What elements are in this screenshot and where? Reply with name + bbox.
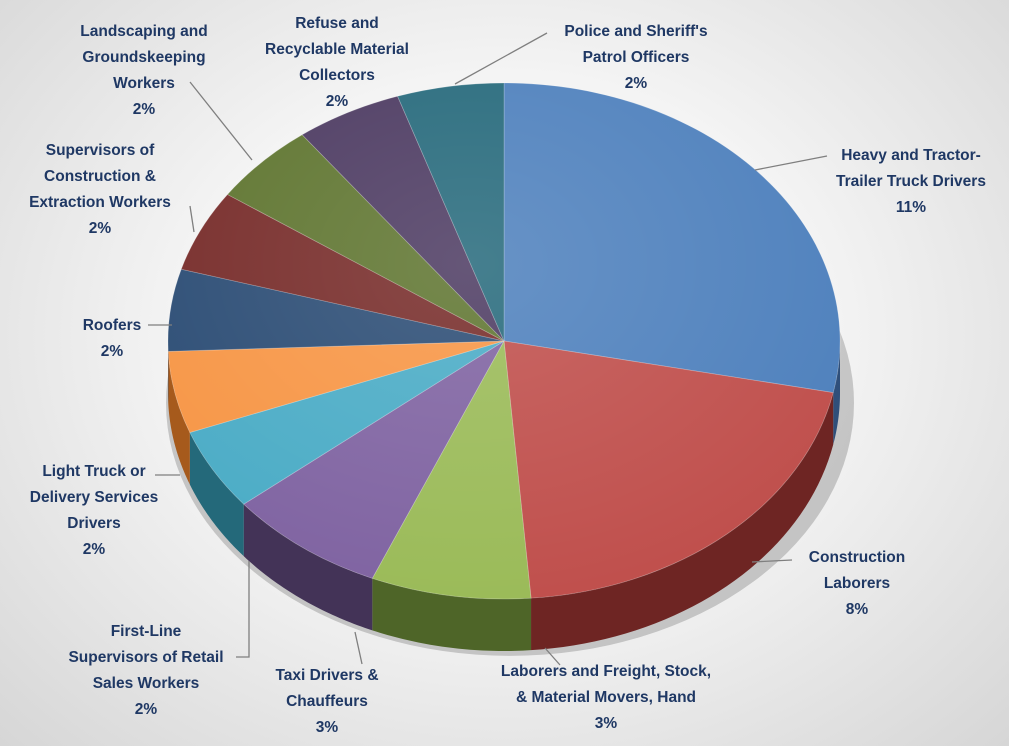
data-label-line: 3% <box>595 715 618 732</box>
data-label-line: Roofers <box>83 317 142 334</box>
data-label-line: 11% <box>896 199 926 216</box>
data-label-line: Collectors <box>299 67 375 84</box>
data-label-line: Laborers and Freight, Stock, <box>501 663 711 680</box>
data-label-line: Light Truck or <box>42 463 145 480</box>
data-label-line: Landscaping and <box>80 23 207 40</box>
data-labels: Heavy and Tractor- Trailer Truck Drivers 1… <box>29 15 986 736</box>
data-label-line: 2% <box>133 101 156 118</box>
data-label-line: Refuse and <box>295 15 379 32</box>
data-label-line: 2% <box>101 343 124 360</box>
leader-line <box>544 647 561 666</box>
data-label: Police and Sheriff's Patrol Officers 2% <box>564 23 707 92</box>
leader-line <box>751 559 793 563</box>
leader-line <box>189 205 195 233</box>
data-label-line: Delivery Services <box>30 489 158 506</box>
data-label-line: Supervisors of Retail <box>68 649 223 666</box>
data-label-line: Extraction Workers <box>29 194 171 211</box>
data-label-line: Police and Sheriff's <box>564 23 707 40</box>
data-label-line: Sales Workers <box>93 675 200 692</box>
leader-line <box>454 32 548 85</box>
data-label-line: Patrol Officers <box>583 49 690 66</box>
leader-line <box>754 155 828 171</box>
data-label-line: 2% <box>326 93 349 110</box>
leader-line <box>236 561 250 658</box>
data-label-line: Groundskeeping <box>82 49 205 66</box>
data-label: Landscaping and Groundskeeping Workers 2% <box>80 23 207 118</box>
data-label-line: 8% <box>846 601 869 618</box>
data-label: Refuse and Recyclable Material Collectors 2… <box>265 15 409 110</box>
data-label-line: Construction & <box>44 168 156 185</box>
data-label-line: Taxi Drivers & <box>275 667 378 684</box>
pie-slices <box>167 82 841 600</box>
leader-line <box>354 631 363 665</box>
pie-slice <box>503 82 841 394</box>
data-label-line: 2% <box>89 220 112 237</box>
data-label: Laborers and Freight, Stock, & Material M… <box>501 663 711 732</box>
data-label-line: Supervisors of <box>46 142 155 159</box>
data-label-line: 2% <box>625 75 648 92</box>
data-label-line: 2% <box>135 701 158 718</box>
data-label-line: Recyclable Material <box>265 41 409 58</box>
data-label-line: 3% <box>316 719 339 736</box>
data-label: Construction Laborers 8% <box>809 549 905 618</box>
data-label-line: Drivers <box>67 515 120 532</box>
data-label-line: Chauffeurs <box>286 693 368 710</box>
data-label-line: & Material Movers, Hand <box>516 689 696 706</box>
data-label: Light Truck or Delivery Services Drivers 2% <box>30 463 158 558</box>
data-label-line: Workers <box>113 75 175 92</box>
data-label: Roofers 2% <box>83 317 142 360</box>
data-label: Heavy and Tractor- Trailer Truck Drivers 1… <box>836 147 986 216</box>
data-label: Taxi Drivers & Chauffeurs 3% <box>275 667 378 736</box>
data-label-line: Laborers <box>824 575 890 592</box>
data-label-line: First-Line <box>111 623 182 640</box>
data-label-line: Construction <box>809 549 905 566</box>
data-label: First-Line Supervisors of Retail Sales Wor… <box>68 623 223 718</box>
data-label-line: 2% <box>83 541 106 558</box>
data-label-line: Heavy and Tractor- <box>841 147 981 164</box>
data-label: Supervisors of Construction & Extraction W… <box>29 142 171 237</box>
leader-line <box>189 81 253 161</box>
data-label-line: Trailer Truck Drivers <box>836 173 986 190</box>
